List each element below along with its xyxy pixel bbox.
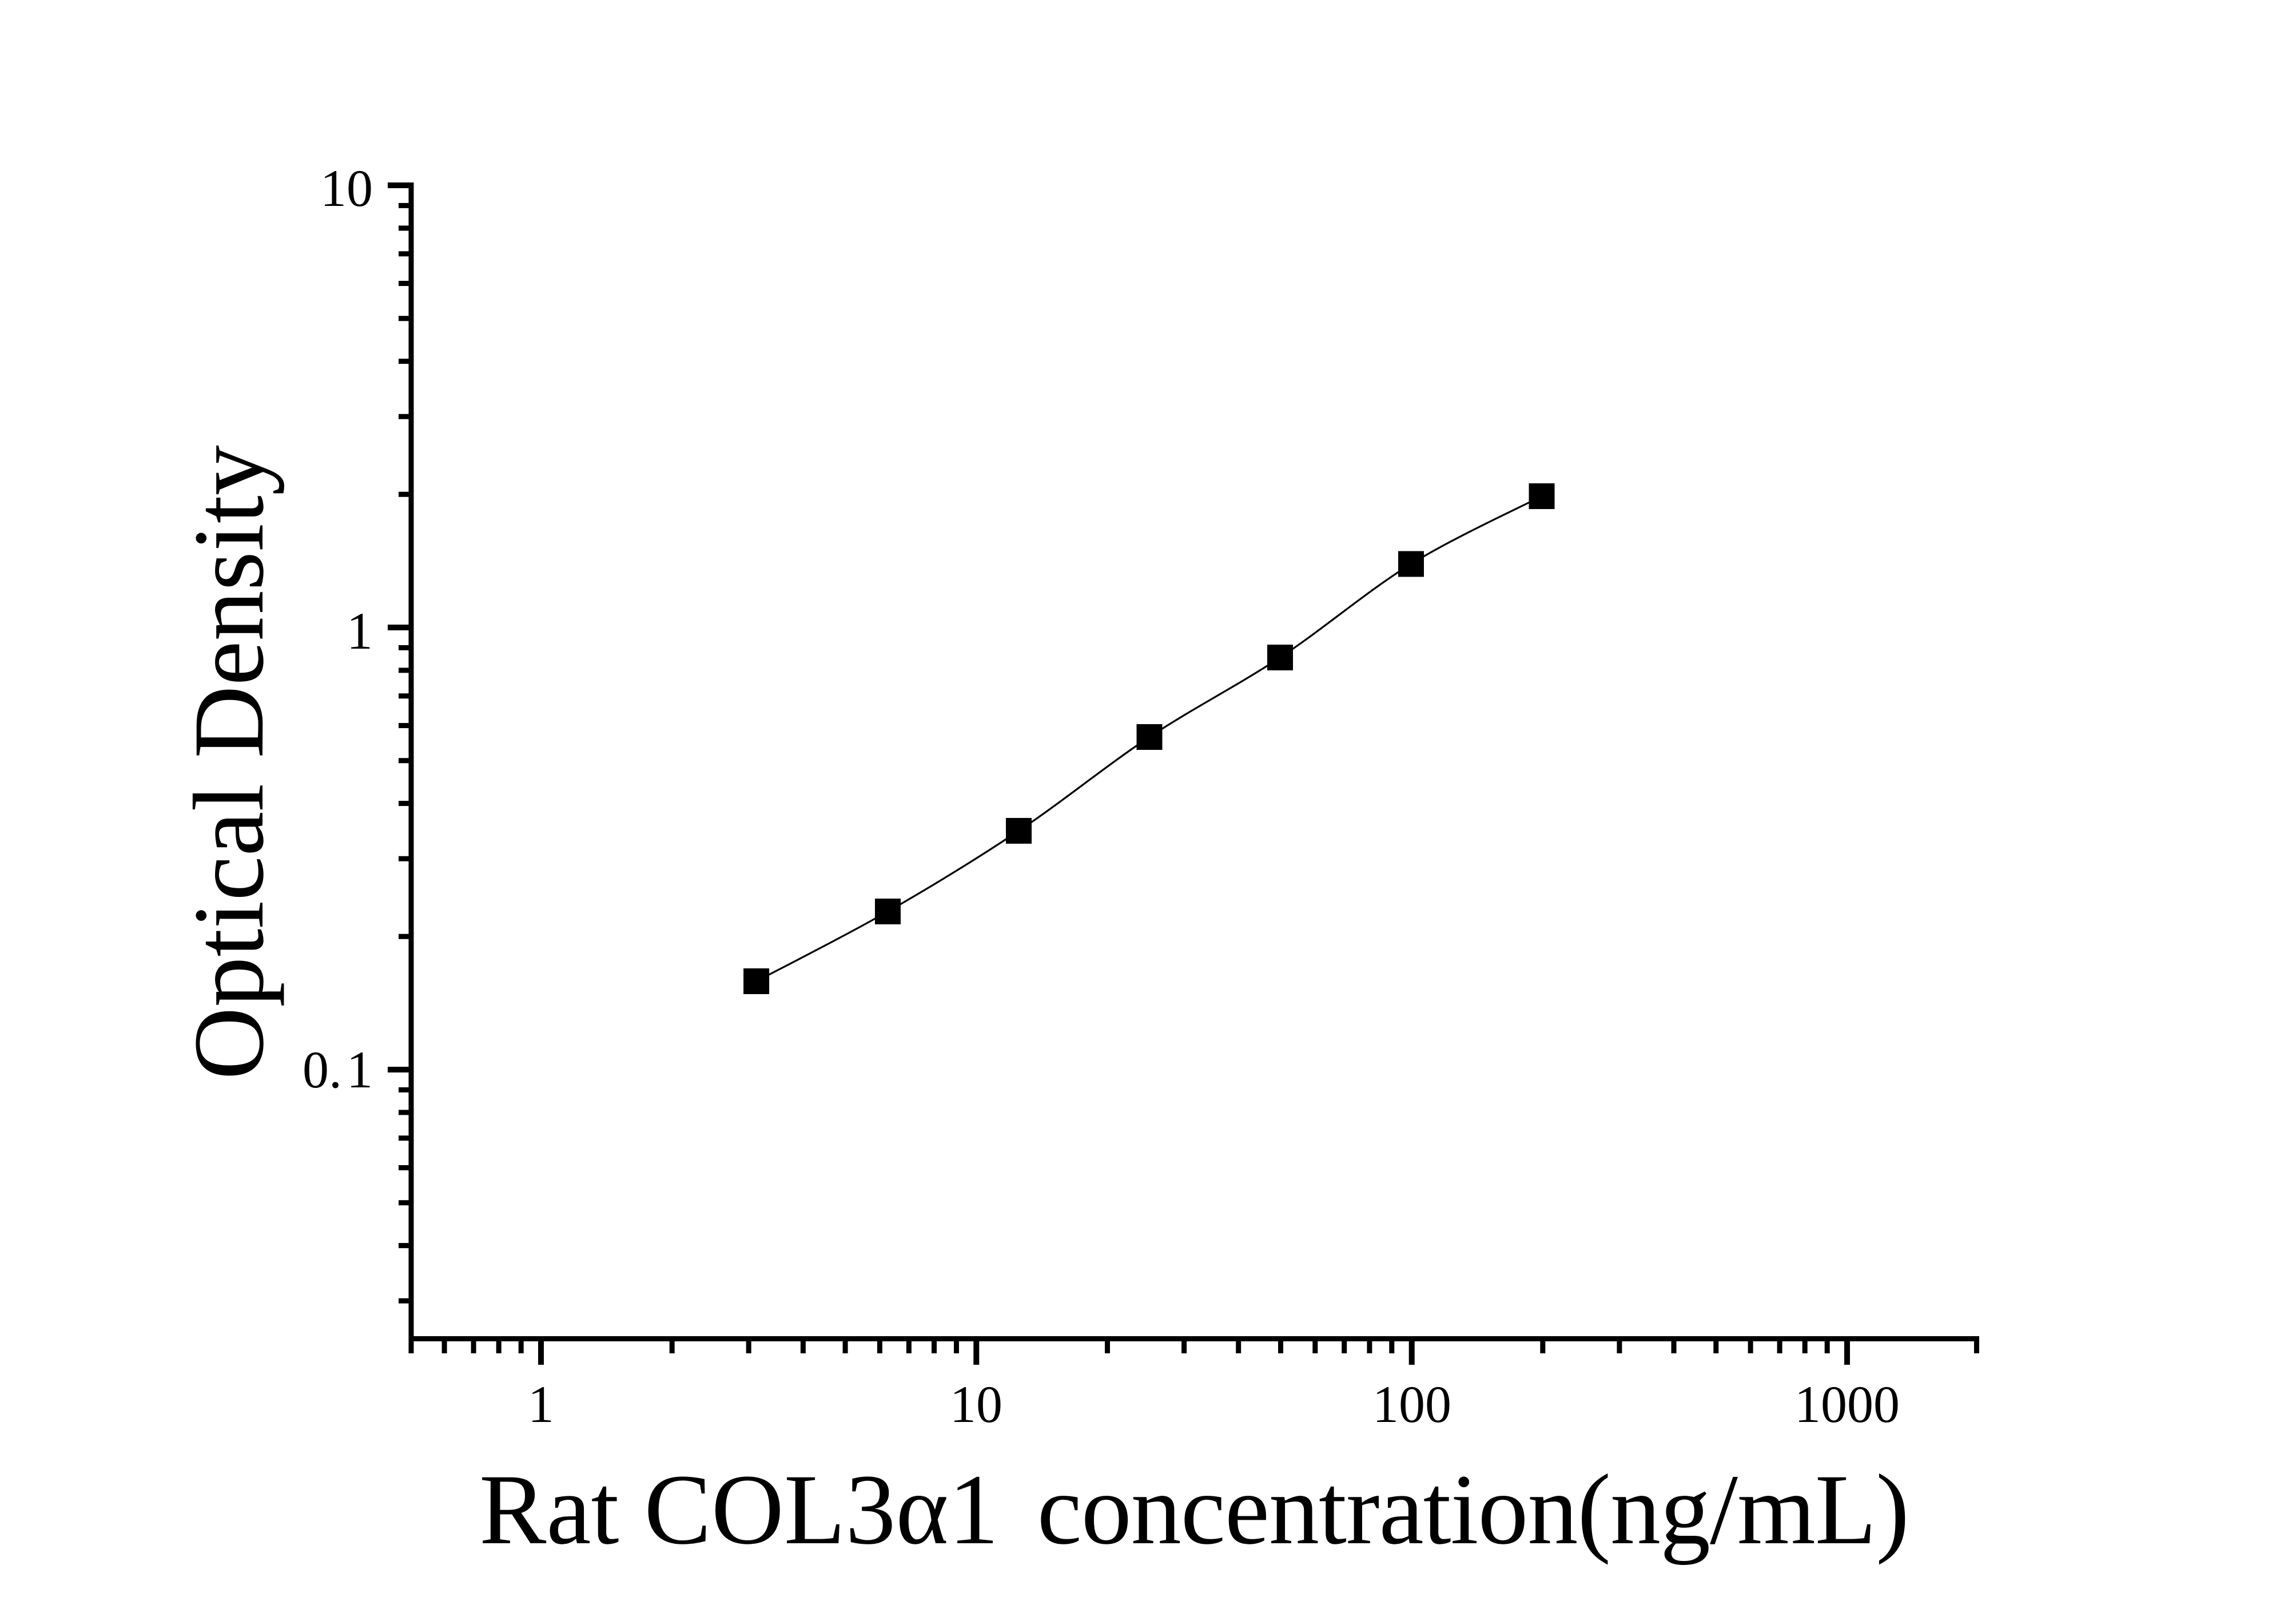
svg-text:Rat COL3α1 concentration(ng/mL: Rat COL3α1 concentration(ng/mL) [479, 1454, 1909, 1566]
svg-text:1000: 1000 [1794, 1375, 1900, 1433]
svg-text:10: 10 [320, 159, 373, 217]
svg-text:1: 1 [528, 1375, 554, 1433]
svg-text:0.1: 0.1 [303, 1040, 373, 1099]
svg-text:Optical Density: Optical Density [173, 445, 285, 1080]
svg-text:10: 10 [950, 1375, 1002, 1433]
svg-text:1: 1 [347, 602, 373, 660]
svg-text:100: 100 [1372, 1375, 1451, 1433]
